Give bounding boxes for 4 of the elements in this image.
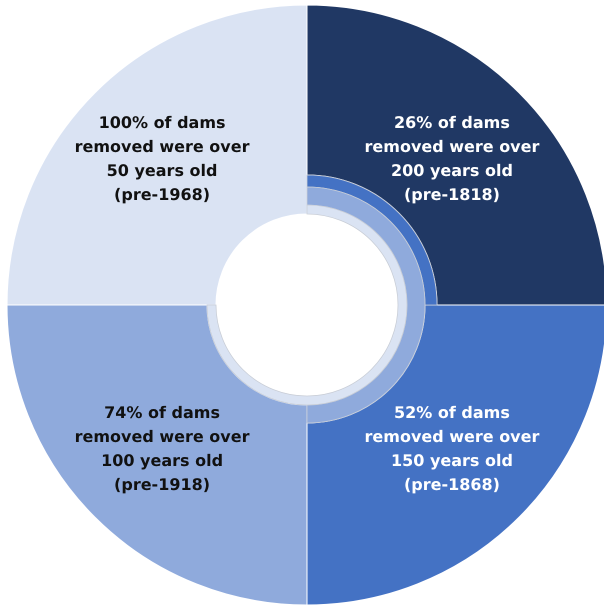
slice-label: 52% of dams removed were over 150 years old (pre-1868) <box>364 403 540 494</box>
slice-label: 74% of dams removed were over 100 years old (pre-1918) <box>74 403 250 494</box>
slice-label: 26% of dams removed were over 200 years old (pre-1818) <box>364 113 540 204</box>
slice-label: 100% of dams removed were over 50 years old (pre-1968) <box>74 113 250 204</box>
